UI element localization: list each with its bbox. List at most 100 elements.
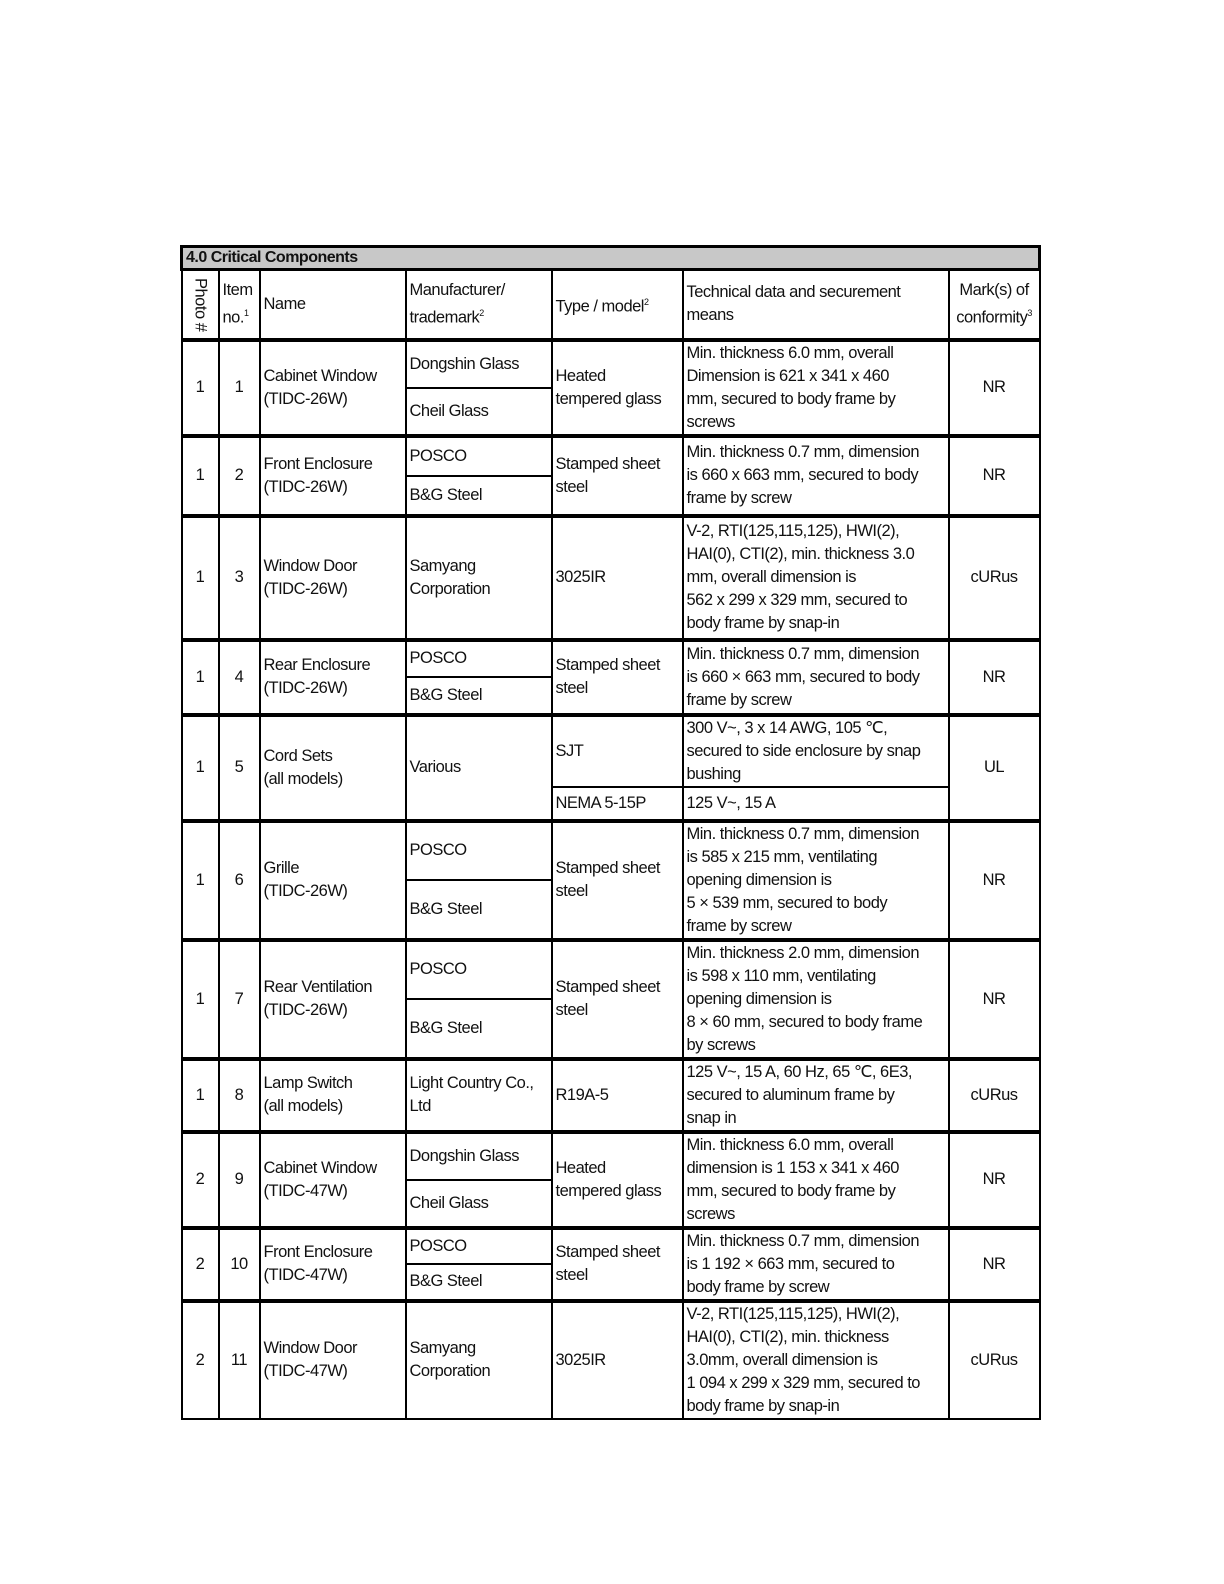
type-model: SJT bbox=[550, 712, 684, 788]
photo-number: 2 bbox=[180, 1298, 220, 1420]
manufacturer: Cheil Glass bbox=[404, 1178, 553, 1229]
table-row: 1 4 Rear Enclosure (TIDC-26W) POSCO Stamped … bbox=[180, 637, 1041, 716]
item-number: 9 bbox=[217, 1129, 261, 1229]
item-number: 4 bbox=[217, 637, 261, 716]
manufacturer: POSCO bbox=[404, 937, 553, 1000]
photo-number: 2 bbox=[180, 1225, 220, 1302]
component-name: Window Door (TIDC-47W) bbox=[258, 1298, 407, 1420]
conformity-mark: NR bbox=[947, 1129, 1041, 1229]
manufacturer: POSCO bbox=[404, 1225, 553, 1265]
table-subrow: NEMA 5-15P 125 V~, 15 A bbox=[182, 785, 1040, 822]
manufacturer: Samyang Corporation bbox=[404, 1298, 553, 1420]
technical-data: 300 V~, 3 x 14 AWG, 105 ℃, secured to si… bbox=[681, 712, 950, 788]
component-name: Rear Ventilation (TIDC-26W) bbox=[258, 937, 407, 1060]
component-name: Window Door (TIDC-26W) bbox=[258, 513, 407, 641]
table-row: 1 8 Lamp Switch (all models) Light Country … bbox=[180, 1056, 1041, 1133]
header-item: Item no.1 bbox=[217, 268, 261, 341]
manufacturer: B&G Steel bbox=[404, 474, 553, 517]
manufacturer: Dongshin Glass bbox=[404, 1129, 553, 1181]
manufacturer: Dongshin Glass bbox=[404, 337, 553, 389]
technical-data: Min. thickness 6.0 mm, overall Dimension… bbox=[681, 337, 950, 437]
photo-number: 1 bbox=[180, 712, 220, 822]
header-row: Photo # Item no.1 Name Manufacturer/ tra… bbox=[180, 268, 1041, 341]
component-name: Cabinet Window (TIDC-26W) bbox=[258, 337, 407, 437]
technical-data: Min. thickness 6.0 mm, overall dimension… bbox=[681, 1129, 950, 1229]
table-row: 1 5 Cord Sets (all models) Various SJT 300 V~… bbox=[180, 712, 1041, 822]
footnote-ref: 3 bbox=[1027, 308, 1032, 318]
table-subrow: B&G Steel bbox=[182, 879, 1040, 941]
type-model: R19A-5 bbox=[550, 1056, 684, 1133]
photo-number: 1 bbox=[180, 818, 220, 941]
technical-data: 125 V~, 15 A bbox=[681, 785, 950, 822]
technical-data: Min. thickness 0.7 mm, dimension is 660 … bbox=[681, 637, 950, 716]
table-subrow: Cheil Glass bbox=[182, 386, 1040, 437]
photo-number: 1 bbox=[180, 937, 220, 1060]
header-manufacturer: Manufacturer/ trademark2 bbox=[404, 268, 553, 341]
conformity-mark: NR bbox=[947, 337, 1041, 437]
table-row: 1 3 Window Door (TIDC-26W) Samyang Corporat… bbox=[180, 513, 1041, 641]
table-subrow: B&G Steel bbox=[182, 998, 1040, 1060]
footnote-ref: 2 bbox=[479, 308, 484, 318]
table-subrow: B&G Steel bbox=[182, 1263, 1040, 1302]
type-model: Stamped sheet steel bbox=[550, 637, 684, 716]
component-name: Cabinet Window (TIDC-47W) bbox=[258, 1129, 407, 1229]
technical-data: Min. thickness 2.0 mm, dimension is 598 … bbox=[681, 937, 950, 1060]
conformity-mark: NR bbox=[947, 818, 1041, 941]
component-name: Grille (TIDC-26W) bbox=[258, 818, 407, 941]
type-model: Stamped sheet steel bbox=[550, 937, 684, 1060]
header-name: Name bbox=[258, 268, 407, 341]
manufacturer: B&G Steel bbox=[404, 879, 553, 941]
manufacturer: B&G Steel bbox=[404, 676, 553, 716]
table-row: 1 6 Grille (TIDC-26W) POSCO Stamped sheet st… bbox=[180, 818, 1041, 941]
table-subrow: B&G Steel bbox=[182, 474, 1040, 517]
technical-data: V-2, RTI(125,115,125), HWI(2), HAI(0), C… bbox=[681, 1298, 950, 1420]
item-number: 11 bbox=[217, 1298, 261, 1420]
manufacturer: Samyang Corporation bbox=[404, 513, 553, 641]
item-number: 6 bbox=[217, 818, 261, 941]
manufacturer: Light Country Co., Ltd bbox=[404, 1056, 553, 1133]
component-name: Front Enclosure (TIDC-26W) bbox=[258, 433, 407, 517]
header-manufacturer-label: Manufacturer/ trademark bbox=[409, 281, 506, 327]
item-number: 10 bbox=[217, 1225, 261, 1302]
item-number: 7 bbox=[217, 937, 261, 1060]
component-name: Lamp Switch (all models) bbox=[258, 1056, 407, 1133]
conformity-mark: NR bbox=[947, 1225, 1041, 1302]
type-model: Heated tempered glass bbox=[550, 337, 684, 437]
item-number: 2 bbox=[217, 433, 261, 517]
header-type: Type / model2 bbox=[550, 268, 684, 341]
manufacturer: POSCO bbox=[404, 818, 553, 881]
photo-number: 1 bbox=[180, 513, 220, 641]
manufacturer: B&G Steel bbox=[404, 1263, 553, 1302]
conformity-mark: UL bbox=[947, 712, 1041, 822]
item-number: 1 bbox=[217, 337, 261, 437]
photo-number: 1 bbox=[180, 337, 220, 437]
conformity-mark: NR bbox=[947, 637, 1041, 716]
type-model: Stamped sheet steel bbox=[550, 433, 684, 517]
technical-data: Min. thickness 0.7 mm, dimension is 1 19… bbox=[681, 1225, 950, 1302]
item-number: 3 bbox=[217, 513, 261, 641]
type-model: 3025IR bbox=[550, 513, 684, 641]
header-tech: Technical data and securement means bbox=[681, 268, 950, 341]
photo-number: 1 bbox=[180, 433, 220, 517]
type-model: Stamped sheet steel bbox=[550, 818, 684, 941]
header-type-label: Type / model bbox=[555, 297, 645, 315]
manufacturer: POSCO bbox=[404, 433, 553, 477]
technical-data: Min. thickness 0.7 mm, dimension is 585 … bbox=[681, 818, 950, 941]
photo-number: 1 bbox=[180, 637, 220, 716]
item-number: 5 bbox=[217, 712, 261, 822]
header-photo: Photo # bbox=[180, 268, 220, 341]
conformity-mark: cURus bbox=[947, 513, 1041, 641]
manufacturer: Various bbox=[404, 712, 553, 822]
photo-number: 2 bbox=[180, 1129, 220, 1229]
conformity-mark: cURus bbox=[947, 1056, 1041, 1133]
table-row: 2 9 Cabinet Window (TIDC-47W) Dongshin Glas… bbox=[180, 1129, 1041, 1229]
manufacturer: B&G Steel bbox=[404, 998, 553, 1060]
footnote-ref: 2 bbox=[643, 296, 649, 307]
table-row: 1 1 Cabinet Window (TIDC-26W) Dongshin Glas… bbox=[180, 337, 1041, 437]
table-row: 2 11 Window Door (TIDC-47W) Samyang Corpora… bbox=[180, 1298, 1041, 1420]
table-subrow: Cheil Glass bbox=[182, 1178, 1040, 1229]
table-row: 1 7 Rear Ventilation (TIDC-26W) POSCO Stampe… bbox=[180, 937, 1041, 1060]
header-mark-label: Mark(s) of conformity bbox=[956, 281, 1029, 327]
type-model: Heated tempered glass bbox=[550, 1129, 684, 1229]
manufacturer: Cheil Glass bbox=[404, 386, 553, 437]
